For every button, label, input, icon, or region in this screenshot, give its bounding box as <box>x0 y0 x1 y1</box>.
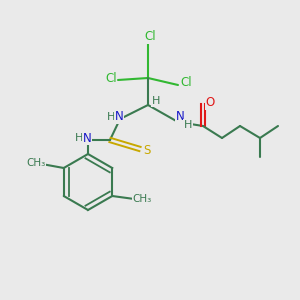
Text: H: H <box>184 120 192 130</box>
Text: O: O <box>206 97 214 110</box>
Text: Cl: Cl <box>105 73 117 85</box>
Text: Cl: Cl <box>144 31 156 44</box>
Text: Cl: Cl <box>180 76 192 89</box>
Text: H: H <box>107 112 115 122</box>
Text: S: S <box>143 143 151 157</box>
Text: N: N <box>176 110 184 124</box>
Text: N: N <box>115 110 123 124</box>
Text: H: H <box>152 96 160 106</box>
Text: N: N <box>82 131 91 145</box>
Text: H: H <box>75 133 83 143</box>
Text: CH₃: CH₃ <box>133 194 152 204</box>
Text: CH₃: CH₃ <box>26 158 45 168</box>
